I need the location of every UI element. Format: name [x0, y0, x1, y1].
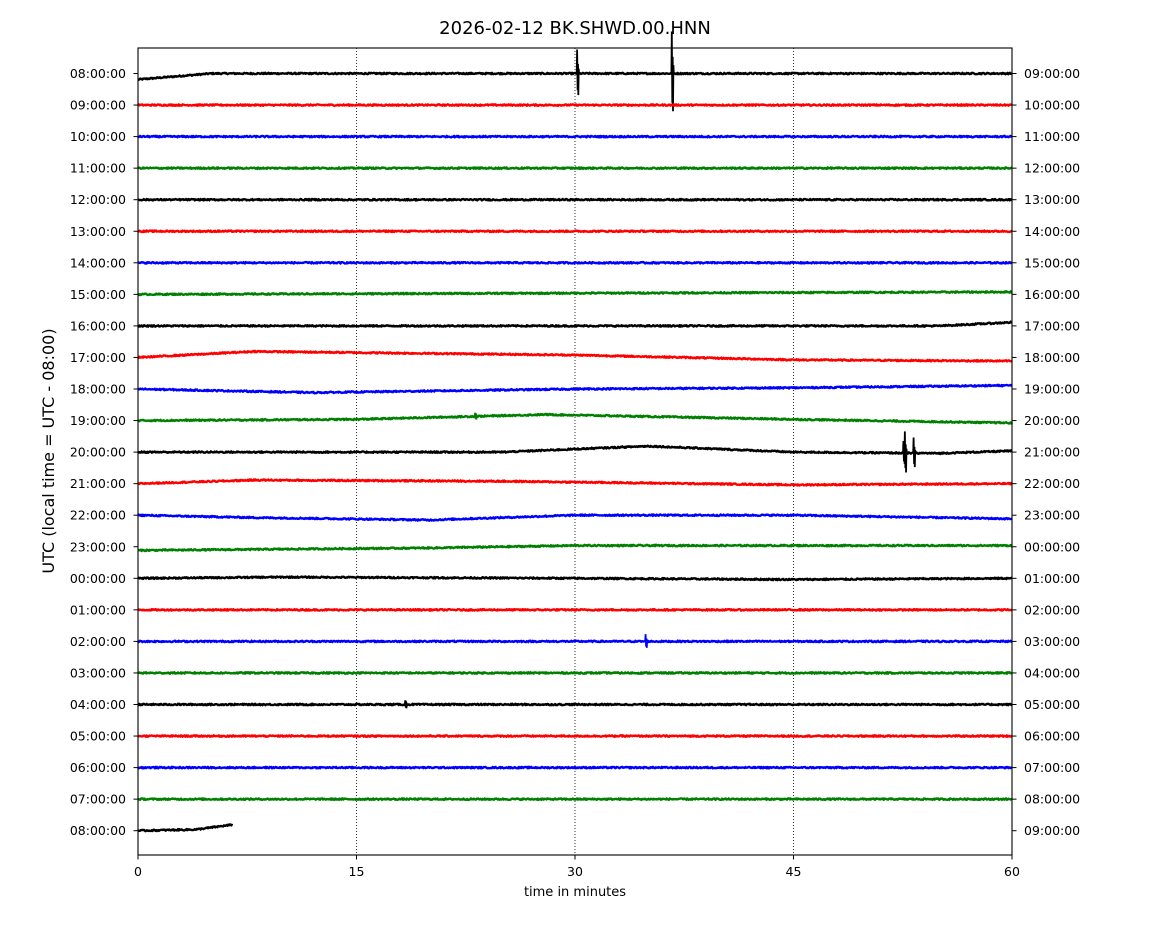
trace-line — [137, 229, 1013, 234]
y-tick-label-right: 23:00:00 — [1024, 508, 1080, 523]
y-tick-label-left: 20:00:00 — [70, 445, 126, 460]
trace-line — [137, 349, 1013, 363]
x-ticks: 0 15 30 45 60 — [134, 855, 1020, 879]
traces — [136, 31, 1014, 833]
y-tick-label-left: 21:00:00 — [70, 476, 126, 491]
y-tick-label-left: 19:00:00 — [70, 413, 126, 428]
y-tick-label-right: 14:00:00 — [1024, 224, 1080, 239]
trace-line — [137, 639, 1013, 644]
y-tick-label-right: 10:00:00 — [1024, 98, 1080, 113]
y-tick-label-left: 12:00:00 — [70, 192, 126, 207]
x-tick-label: 15 — [349, 864, 365, 879]
y-tick-label-right: 00:00:00 — [1024, 539, 1080, 554]
trace-line — [137, 412, 1014, 425]
trace-line — [137, 823, 234, 833]
y-tick-label-left: 06:00:00 — [70, 760, 126, 775]
y-tick-label-right: 19:00:00 — [1024, 382, 1080, 397]
x-tick-label: 0 — [134, 864, 142, 879]
seismic-burst — [912, 437, 917, 468]
y-tick-label-right: 18:00:00 — [1024, 350, 1080, 365]
chart-title: 2026-02-12 BK.SHWD.00.HNN — [439, 18, 711, 39]
trace-line — [137, 478, 1013, 487]
y-tick-label-right: 16:00:00 — [1024, 287, 1080, 302]
x-axis-label: time in minutes — [524, 885, 626, 900]
trace-line — [137, 607, 1013, 612]
y-tick-label-right: 09:00:00 — [1024, 66, 1080, 81]
y-tick-label-right: 05:00:00 — [1024, 697, 1080, 712]
y-tick-label-right: 02:00:00 — [1024, 602, 1080, 617]
trace-line — [137, 797, 1013, 802]
x-tick-label: 45 — [786, 864, 802, 879]
y-tick-label-left: 18:00:00 — [70, 382, 126, 397]
trace-line — [137, 197, 1013, 202]
y-tick-label-left: 00:00:00 — [70, 571, 126, 586]
y-tick-label-right: 17:00:00 — [1024, 318, 1080, 333]
y-tick-label-left: 14:00:00 — [70, 255, 126, 270]
vertical-gridlines — [356, 48, 794, 855]
seismic-burst — [644, 634, 649, 648]
seismic-burst — [473, 412, 478, 420]
y-tick-label-left: 11:00:00 — [70, 161, 126, 176]
y-tick-label-right: 06:00:00 — [1024, 729, 1080, 744]
y-tick-label-right: 09:00:00 — [1024, 823, 1080, 838]
y-tick-label-left: 10:00:00 — [70, 129, 126, 144]
trace-line — [137, 260, 1013, 265]
y-tick-label-left: 13:00:00 — [70, 224, 126, 239]
trace-line — [137, 444, 1013, 456]
seismic-burst — [575, 49, 581, 96]
trace-line — [137, 383, 1013, 395]
y-tick-label-right: 22:00:00 — [1024, 476, 1080, 491]
trace-line — [137, 320, 1013, 328]
trace-line — [137, 290, 1013, 297]
y-tick-label-left: 07:00:00 — [70, 792, 126, 807]
seismic-burst — [903, 431, 908, 473]
y-tick-label-right: 15:00:00 — [1024, 255, 1080, 270]
y-ticks: 08:00:00 09:00:00 09:00:00 10:00:00 10:00:00… — [70, 66, 1080, 838]
y-tick-label-left: 09:00:00 — [70, 98, 126, 113]
y-tick-label-right: 13:00:00 — [1024, 192, 1080, 207]
seismic-burst — [670, 31, 675, 112]
y-tick-label-left: 23:00:00 — [70, 539, 126, 554]
y-tick-label-left: 02:00:00 — [70, 634, 126, 649]
y-tick-label-left: 01:00:00 — [70, 602, 126, 617]
y-tick-label-right: 03:00:00 — [1024, 634, 1080, 649]
trace-line — [136, 513, 1013, 522]
y-tick-label-left: 08:00:00 — [70, 823, 126, 838]
y-tick-label-left: 03:00:00 — [70, 665, 126, 680]
y-tick-label-left: 17:00:00 — [70, 350, 126, 365]
y-tick-label-right: 11:00:00 — [1024, 129, 1080, 144]
plot-frame — [137, 47, 1013, 856]
y-tick-label-right: 04:00:00 — [1024, 665, 1080, 680]
y-tick-label-left: 22:00:00 — [70, 508, 126, 523]
y-tick-label-right: 07:00:00 — [1024, 760, 1080, 775]
y-tick-label-left: 15:00:00 — [70, 287, 126, 302]
y-tick-label-left: 16:00:00 — [70, 318, 126, 333]
y-tick-label-left: 08:00:00 — [70, 66, 126, 81]
y-tick-label-left: 04:00:00 — [70, 697, 126, 712]
trace-line — [136, 103, 1013, 107]
trace-line — [137, 575, 1013, 582]
x-tick-label: 30 — [567, 864, 583, 879]
y-axis-label: UTC (local time = UTC - 08:00) — [39, 328, 58, 573]
y-tick-label-left: 05:00:00 — [70, 729, 126, 744]
trace-line — [137, 543, 1013, 553]
trace-line — [137, 71, 1013, 81]
trace-line — [137, 734, 1013, 738]
trace-line — [137, 134, 1013, 139]
trace-line — [137, 671, 1013, 675]
seismic-burst — [403, 700, 409, 709]
y-tick-label-right: 01:00:00 — [1024, 571, 1080, 586]
y-tick-label-right: 12:00:00 — [1024, 161, 1080, 176]
y-tick-label-right: 21:00:00 — [1024, 445, 1080, 460]
trace-line — [137, 166, 1013, 171]
trace-line — [137, 765, 1013, 770]
trace-line — [137, 702, 1013, 707]
y-tick-label-right: 20:00:00 — [1024, 413, 1080, 428]
x-tick-label: 60 — [1004, 864, 1020, 879]
y-tick-label-right: 08:00:00 — [1024, 792, 1080, 807]
